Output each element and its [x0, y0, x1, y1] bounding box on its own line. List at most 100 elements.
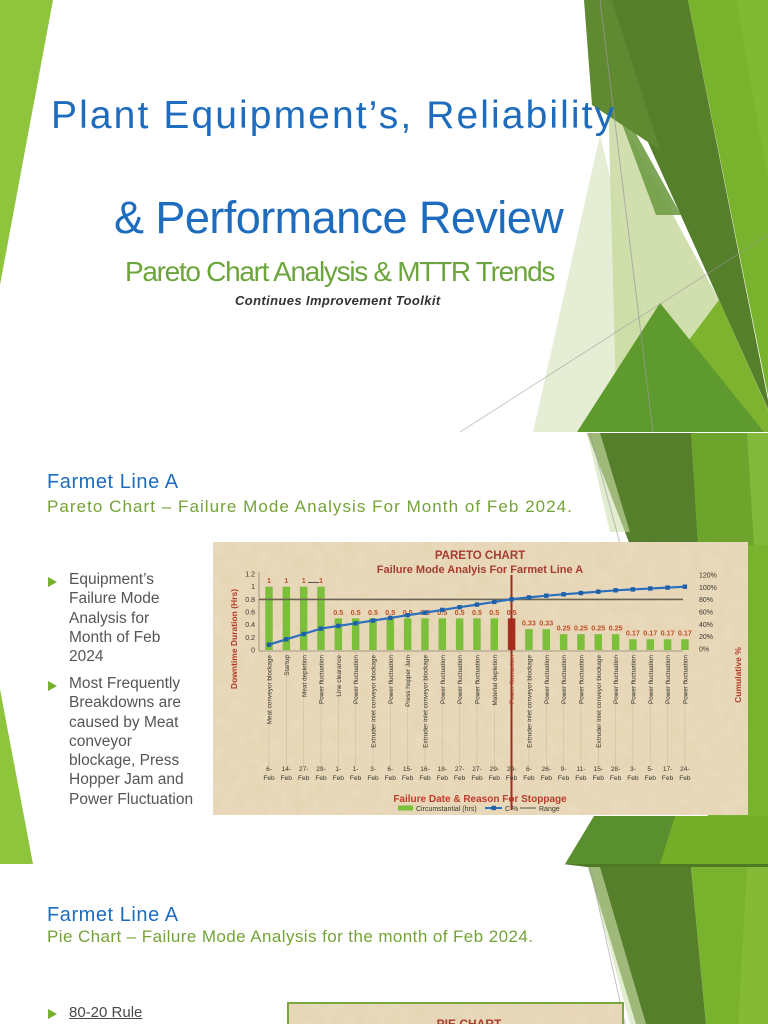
svg-text:Feb: Feb	[645, 775, 657, 782]
svg-text:Feb: Feb	[437, 775, 449, 782]
svg-text:1: 1	[251, 584, 255, 591]
svg-text:1-: 1-	[335, 766, 341, 773]
svg-text:27-: 27-	[455, 766, 465, 773]
svg-text:60%: 60%	[699, 610, 713, 617]
svg-text:0.33: 0.33	[522, 619, 536, 628]
svg-text:0.5: 0.5	[455, 608, 465, 617]
svg-text:0.2: 0.2	[245, 635, 255, 642]
svg-text:15-: 15-	[594, 766, 604, 773]
svg-text:Feb: Feb	[281, 775, 293, 782]
svg-text:Extruder inlet conveyor blocka: Extruder inlet conveyor blockage	[371, 655, 378, 748]
svg-text:28-: 28-	[611, 766, 621, 773]
svg-text:0.5: 0.5	[489, 608, 499, 617]
svg-text:0.5: 0.5	[368, 608, 378, 617]
svg-text:Power fluctuation: Power fluctuation	[665, 655, 672, 704]
svg-text:29-: 29-	[316, 766, 326, 773]
svg-text:5-: 5-	[647, 766, 653, 773]
svg-text:Feb: Feb	[315, 775, 327, 782]
svg-text:Failure Mode Analyis For Farme: Failure Mode Analyis For Farmet Line A	[377, 564, 583, 576]
svg-text:29-: 29-	[490, 766, 500, 773]
svg-text:27-: 27-	[472, 766, 482, 773]
svg-text:29-: 29-	[507, 766, 517, 773]
svg-text:0.25: 0.25	[591, 624, 605, 633]
svg-text:0.25: 0.25	[557, 624, 571, 633]
svg-text:Material depletion: Material depletion	[492, 655, 499, 706]
svg-text:1: 1	[284, 576, 288, 585]
svg-text:Feb: Feb	[350, 775, 362, 782]
svg-text:Feb: Feb	[558, 775, 570, 782]
svg-text:Extruder inlet conveyor blocka: Extruder inlet conveyor blockage	[423, 655, 430, 748]
svg-text:0.5: 0.5	[437, 608, 447, 617]
svg-text:Power fluctuation: Power fluctuation	[544, 655, 551, 704]
svg-text:Power fluctuation: Power fluctuation	[631, 655, 638, 704]
svg-text:Feb: Feb	[489, 775, 501, 782]
svg-text:27-: 27-	[299, 766, 309, 773]
svg-text:0.4: 0.4	[245, 622, 255, 629]
svg-text:Feb: Feb	[471, 775, 483, 782]
svg-text:Feb: Feb	[263, 775, 275, 782]
svg-text:3-: 3-	[630, 766, 636, 773]
svg-text:100%: 100%	[699, 585, 717, 592]
svg-text:Power fluctuation: Power fluctuation	[613, 655, 620, 704]
svg-text:14-: 14-	[282, 766, 292, 773]
svg-text:18-: 18-	[438, 766, 448, 773]
svg-text:24-: 24-	[680, 766, 690, 773]
svg-text:40%: 40%	[699, 622, 713, 629]
svg-text:Power fluctuation: Power fluctuation	[509, 655, 516, 704]
svg-text:0.25: 0.25	[574, 624, 588, 633]
svg-text:6-: 6-	[387, 766, 393, 773]
svg-text:Power fluctuation: Power fluctuation	[475, 655, 482, 704]
svg-text:20%: 20%	[699, 634, 713, 641]
svg-text:Power fluctuation: Power fluctuation	[319, 655, 326, 704]
svg-text:Feb: Feb	[333, 775, 345, 782]
svg-text:1.2: 1.2	[245, 572, 255, 579]
svg-text:Feb: Feb	[506, 775, 518, 782]
svg-text:17-: 17-	[663, 766, 673, 773]
svg-text:Power fluctuation: Power fluctuation	[579, 655, 586, 704]
svg-text:Feb: Feb	[679, 775, 691, 782]
svg-text:PARETO CHART: PARETO CHART	[435, 550, 525, 562]
svg-text:Feb: Feb	[402, 775, 414, 782]
svg-text:Feb: Feb	[575, 775, 587, 782]
svg-text:Power fluctuation: Power fluctuation	[683, 655, 690, 704]
svg-text:Feb: Feb	[454, 775, 466, 782]
svg-text:1-: 1-	[353, 766, 359, 773]
svg-text:Power fluctuation: Power fluctuation	[353, 655, 360, 704]
svg-text:Feb: Feb	[541, 775, 553, 782]
svg-text:0%: 0%	[699, 646, 709, 653]
svg-text:3-: 3-	[370, 766, 376, 773]
svg-text:Feb: Feb	[610, 775, 622, 782]
svg-text:Feb: Feb	[298, 775, 310, 782]
svg-text:1: 1	[319, 576, 323, 585]
svg-text:26-: 26-	[542, 766, 552, 773]
svg-text:0.5: 0.5	[385, 608, 395, 617]
svg-text:Power fluctuation: Power fluctuation	[440, 655, 447, 704]
svg-text:Feb: Feb	[419, 775, 431, 782]
svg-text:Press hopper Jam: Press hopper Jam	[405, 655, 412, 707]
svg-text:Extruder inlet conveyor blocka: Extruder inlet conveyor blockage	[527, 655, 534, 748]
svg-text:PIE CHART: PIE CHART	[437, 1017, 502, 1024]
svg-text:120%: 120%	[699, 573, 717, 580]
svg-text:Power fluctuation: Power fluctuation	[388, 655, 395, 704]
svg-text:Line clearance: Line clearance	[336, 655, 343, 697]
svg-text:Power fluctuation: Power fluctuation	[648, 655, 655, 704]
svg-text:0.5: 0.5	[351, 608, 361, 617]
svg-text:6-: 6-	[266, 766, 272, 773]
svg-text:0.5: 0.5	[333, 608, 343, 617]
svg-text:0.5: 0.5	[472, 608, 482, 617]
svg-text:16-: 16-	[420, 766, 430, 773]
svg-text:80%: 80%	[699, 597, 713, 604]
svg-text:Feb: Feb	[385, 775, 397, 782]
svg-text:0: 0	[251, 648, 255, 655]
svg-text:0.17: 0.17	[626, 629, 640, 638]
svg-text:Downtime Duration (Hrs): Downtime Duration (Hrs)	[229, 589, 239, 689]
svg-text:0.8: 0.8	[245, 597, 255, 604]
svg-text:Power fluctuation: Power fluctuation	[561, 655, 568, 704]
svg-text:Feb: Feb	[367, 775, 379, 782]
svg-text:0.17: 0.17	[643, 629, 657, 638]
svg-text:Circumstantial (hrs): Circumstantial (hrs)	[416, 806, 477, 813]
svg-text:15-: 15-	[403, 766, 413, 773]
svg-text:Startup: Startup	[284, 655, 291, 676]
svg-text:Failure Date & Reason For Stop: Failure Date & Reason For Stoppage	[393, 794, 567, 805]
svg-text:Meat conveyor blockage: Meat conveyor blockage	[267, 655, 274, 725]
